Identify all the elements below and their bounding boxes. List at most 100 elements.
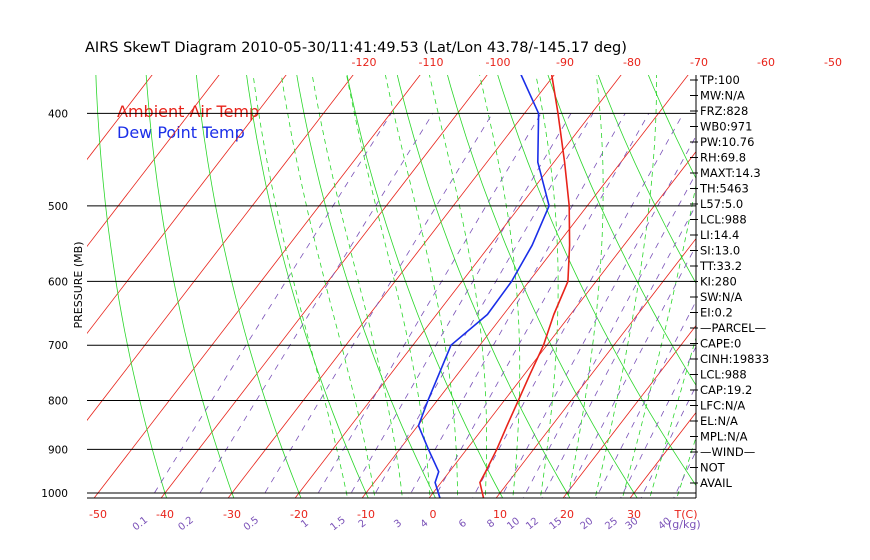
pressure-tick-label: 400	[48, 108, 68, 120]
mixing-ratio-line	[433, 113, 650, 498]
mixing-ratio-line	[541, 204, 696, 498]
mixing-ratio-line	[407, 113, 626, 498]
index-label: MAXT:14.3	[700, 166, 761, 180]
top-temp-tick-label: -60	[757, 56, 775, 69]
index-label: SI:13.0	[700, 244, 740, 258]
bottom-temp-tick-label: -50	[89, 508, 107, 521]
bottom-temp-tick-label: 0	[430, 508, 437, 521]
bottom-temp-tick-label: 10	[493, 508, 507, 521]
mixing-ratio-line	[196, 113, 434, 498]
index-label: L57:5.0	[700, 197, 743, 211]
isotherm-line	[160, 75, 488, 498]
moist-adiabat-line	[346, 75, 431, 498]
bottom-temp-tick-label: 30	[627, 508, 641, 521]
dry-adiabat-line	[296, 75, 436, 498]
dry-adiabat-line	[346, 75, 504, 498]
index-label: CINH:19833	[700, 352, 769, 366]
isotherm-line	[361, 75, 689, 498]
mixing-ratio-tick-label: 3	[392, 518, 404, 531]
index-label: NOT	[700, 461, 726, 475]
index-label: LCL:988	[700, 368, 747, 382]
mixing-ratio-tick-label: 0.1	[131, 515, 150, 533]
index-label: WB0:971	[700, 120, 752, 134]
isotherm-line	[752, 0, 870, 513]
top-temp-tick-label: -70	[690, 56, 708, 69]
index-label: RH:69.8	[700, 151, 746, 165]
mixing-ratio-line	[372, 113, 594, 498]
moist-adiabat-line	[649, 336, 696, 498]
bottom-temp-tick-label: 20	[560, 508, 574, 521]
mixing-ratio-tick-label: 4	[419, 518, 431, 531]
index-label: TH:5463	[699, 182, 749, 196]
isotherm-line	[87, 75, 354, 421]
pressure-tick-label: 500	[48, 201, 68, 213]
mixing-unit-label: (g/kg)	[668, 518, 701, 531]
mixing-ratio-line	[261, 113, 493, 498]
mixing-ratio-tick-label: 20	[579, 516, 596, 533]
chart-title: AIRS SkewT Diagram 2010-05-30/11:41:49.5…	[85, 40, 627, 56]
dry-adiabat-line	[195, 75, 302, 498]
isotherm-line	[0, 0, 230, 513]
top-temp-tick-label: -100	[486, 56, 511, 69]
index-label: SW:N/A	[700, 290, 742, 304]
dry-adiabat-line	[547, 75, 696, 387]
top-temp-tick-label: -110	[419, 56, 444, 69]
mixing-ratio-line	[640, 385, 696, 498]
index-label: FRZ:828	[700, 104, 748, 118]
pressure-tick-label: 1000	[41, 488, 68, 500]
isotherm-line	[562, 324, 696, 498]
mixing-ratio-tick-label: 2	[357, 518, 369, 531]
mixing-ratio-line	[347, 113, 572, 498]
index-label: LFC:N/A	[700, 399, 745, 413]
dry-adiabat-line	[806, 0, 870, 513]
index-label: MPL:N/A	[700, 430, 748, 444]
dry-adiabat-line	[95, 75, 167, 498]
pressure-tick-label: 300	[48, 0, 68, 1]
moist-adiabat-line	[567, 75, 604, 498]
temp-unit-label: T(C)	[674, 508, 698, 521]
bottom-temp-tick-label: -40	[156, 508, 174, 521]
index-label: CAP:19.2	[700, 383, 752, 397]
isotherm-line	[819, 0, 870, 513]
bottom-temp-tick-label: -20	[290, 508, 308, 521]
mixing-ratio-tick-label: 0.2	[177, 515, 196, 533]
pressure-tick-label: 600	[48, 276, 68, 288]
dry-adiabat-line	[447, 75, 638, 498]
mixing-ratio-line	[620, 345, 696, 498]
top-temp-tick-label: -90	[556, 56, 574, 69]
ambient-air-temp-line	[479, 75, 571, 498]
index-label: KI:280	[700, 275, 737, 289]
index-label: —PARCEL—	[700, 321, 766, 335]
mixing-ratio-tick-label: 10	[505, 516, 522, 533]
pressure-tick-label: 700	[48, 340, 68, 352]
mixing-ratio-line	[500, 135, 696, 498]
mixing-ratio-line	[595, 300, 696, 498]
bottom-temp-tick-label: -30	[223, 508, 241, 521]
mixing-ratio-tick-label: 25	[603, 516, 620, 533]
mixing-ratio-tick-label: 12	[524, 516, 541, 533]
mixing-ratio-line	[564, 245, 696, 498]
isotherm-line	[87, 75, 220, 248]
y-axis-label: PRESSURE (MB)	[72, 242, 85, 329]
isotherm-line	[87, 75, 287, 335]
index-label: PW:10.76	[700, 135, 754, 149]
index-label: TP:100	[699, 73, 740, 87]
moist-adiabat-line	[429, 75, 488, 498]
mixing-ratio-line	[150, 113, 392, 498]
mixing-ratio-line	[522, 172, 696, 498]
index-label: LI:14.4	[700, 228, 739, 242]
dry-adiabat-line	[841, 0, 870, 513]
moist-adiabat-line	[622, 182, 696, 498]
moist-adiabat-line	[594, 75, 657, 498]
index-label: EL:N/A	[700, 414, 738, 428]
index-label: TT:33.2	[699, 259, 742, 273]
moist-adiabat-line	[479, 75, 521, 498]
top-temp-tick-label: -50	[824, 56, 842, 69]
dew-point-temp-line	[417, 75, 550, 498]
dry-adiabat-line	[597, 75, 696, 284]
pressure-tick-label: 800	[48, 396, 68, 408]
legend-ambient-air-temp: Ambient Air Temp	[117, 102, 259, 121]
moist-adiabat-line	[311, 75, 403, 498]
dry-adiabat-line	[497, 75, 696, 487]
